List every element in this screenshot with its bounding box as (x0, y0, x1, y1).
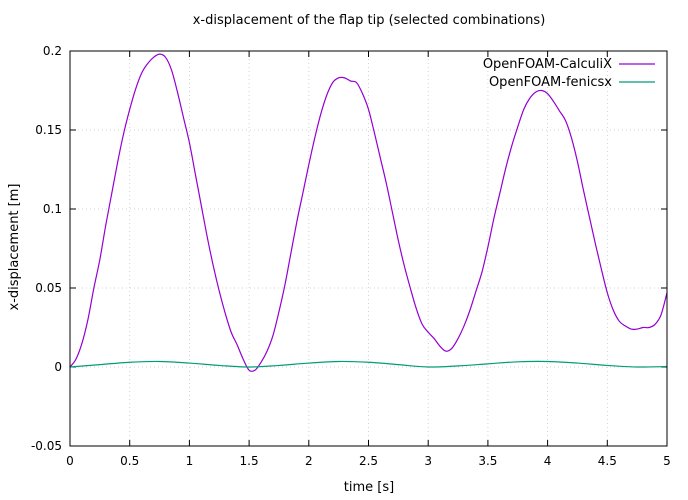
y-tick-label: 0.05 (35, 281, 62, 295)
legend: OpenFOAM-CalculiX OpenFOAM-fenicsx (483, 57, 655, 90)
legend-label: OpenFOAM-fenicsx (489, 75, 612, 90)
series-line-1 (69, 53, 668, 372)
x-tick-label: 1 (186, 454, 194, 468)
x-tick-label: 1.5 (240, 454, 259, 468)
plot-series (69, 53, 668, 372)
x-tick-label: 3 (424, 454, 432, 468)
x-tick-label: 4.5 (598, 454, 617, 468)
x-tick-label: 4 (544, 454, 552, 468)
y-tick-label: 0 (54, 360, 62, 374)
plot-frame (69, 50, 668, 447)
y-axis-label: x-displacement [m] (7, 184, 22, 311)
y-tick-label: 0.1 (43, 202, 62, 216)
y-tick-label: -0.05 (31, 439, 62, 453)
series-line-2 (69, 360, 668, 368)
x-tick-label: 2.5 (359, 454, 378, 468)
y-tick-label: 0.2 (43, 44, 62, 58)
x-tick-label: 5 (663, 454, 671, 468)
y-axis-ticks: -0.05 0 0.05 0.1 0.15 0.2 (31, 44, 667, 453)
x-tick-label: 0.5 (120, 454, 139, 468)
x-axis-label: time [s] (344, 480, 394, 495)
x-tick-label: 2 (305, 454, 313, 468)
y-tick-label: 0.15 (35, 123, 62, 137)
chart-title: x-displacement of the flap tip (selected… (193, 13, 546, 28)
legend-label: OpenFOAM-CalculiX (483, 57, 612, 72)
x-tick-label: 0 (66, 454, 74, 468)
x-tick-label: 3.5 (478, 454, 497, 468)
